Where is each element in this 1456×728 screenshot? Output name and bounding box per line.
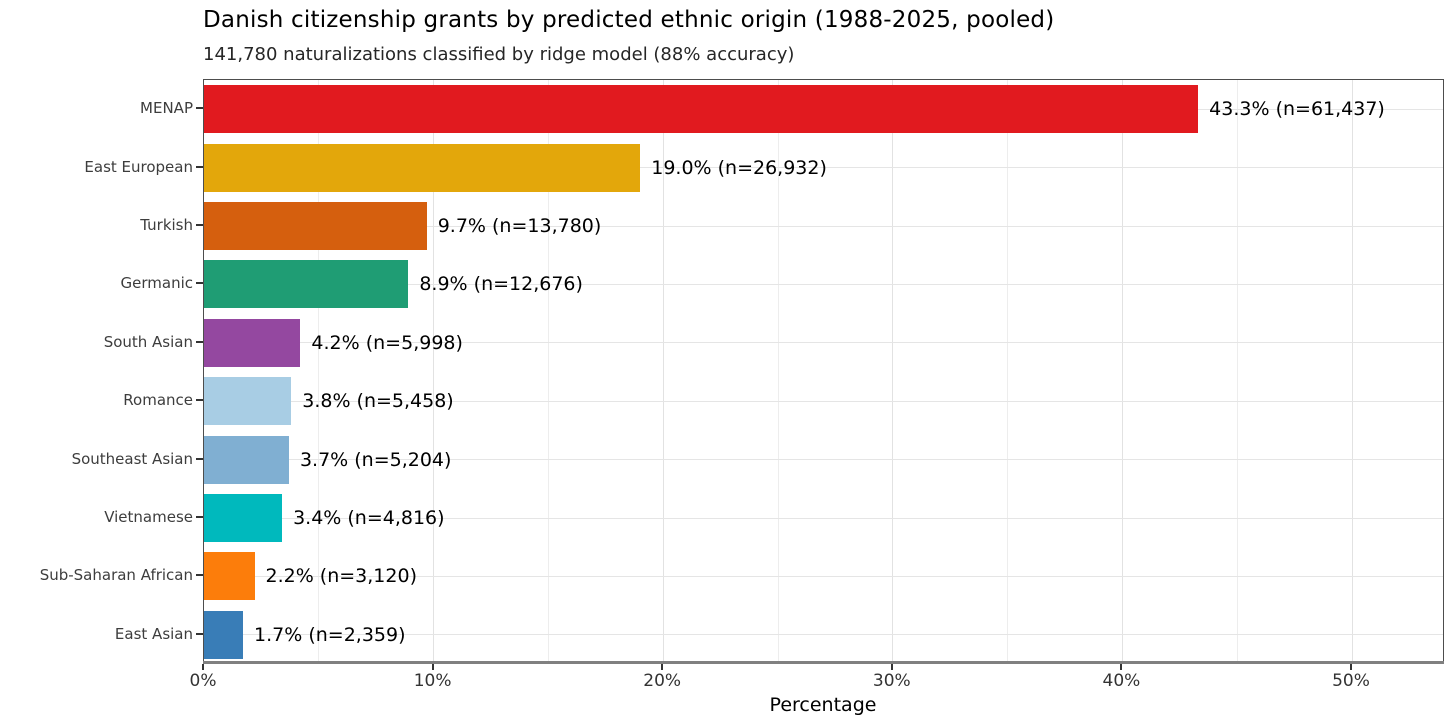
- bar-value-label: 3.8% (n=5,458): [302, 390, 454, 413]
- gridline-minor: [1007, 80, 1009, 662]
- bar-value-label: 3.7% (n=5,204): [299, 448, 452, 471]
- gridline-horizontal: [204, 634, 1443, 636]
- gridline-horizontal: [204, 400, 1443, 402]
- bar-value-label: 9.7% (n=13,780): [437, 215, 602, 237]
- y-tick-mark: [196, 399, 203, 402]
- x-tick-label: 50%: [1332, 671, 1370, 691]
- bar: [204, 610, 244, 659]
- y-axis-category-label: South Asian: [103, 332, 193, 351]
- x-axis-title: Percentage: [769, 694, 877, 716]
- gridline-major: [892, 80, 894, 662]
- y-tick-mark: [196, 165, 203, 168]
- gridline-major: [1351, 80, 1353, 662]
- bar-value-label: 8.9% (n=12,676): [419, 273, 583, 296]
- gridline-minor: [318, 80, 320, 662]
- chart-title: Danish citizenship grants by predicted e…: [203, 7, 1055, 33]
- x-tick-mark: [202, 664, 204, 670]
- gridline-minor: [1236, 80, 1238, 662]
- y-tick-mark: [196, 107, 203, 110]
- y-axis-category-label: East Asian: [114, 624, 193, 643]
- gridline-horizontal: [204, 167, 1443, 169]
- bar: [204, 260, 409, 309]
- bar-value-label: 3.4% (n=4,816): [293, 507, 445, 529]
- gridline-horizontal: [204, 575, 1443, 577]
- x-tick-mark: [431, 664, 434, 670]
- bar: [204, 552, 255, 601]
- y-tick-mark: [196, 457, 203, 460]
- x-tick-label: 20%: [643, 671, 682, 691]
- gridline-horizontal: [204, 342, 1443, 344]
- x-tick-label: 0%: [189, 671, 217, 691]
- gridline-major: [662, 80, 664, 662]
- bar-value-label: 1.7% (n=2,359): [254, 623, 406, 646]
- y-tick-mark: [196, 574, 203, 577]
- x-tick-mark: [890, 664, 893, 670]
- y-axis-category-label: Vietnamese: [104, 508, 193, 526]
- bar-value-label: 2.2% (n=3,120): [265, 565, 418, 588]
- y-axis-category-label: Romance: [123, 391, 193, 410]
- gridline-horizontal: [204, 225, 1443, 227]
- x-tick-mark: [661, 664, 664, 670]
- bar: [204, 377, 292, 426]
- x-tick-label: 40%: [1102, 671, 1141, 691]
- y-axis-category-label: Sub-Saharan African: [39, 566, 193, 585]
- bar: [204, 202, 427, 250]
- gridline-minor: [777, 80, 779, 662]
- y-tick-mark: [196, 224, 203, 226]
- gridline-horizontal: [204, 459, 1443, 461]
- y-tick-mark: [196, 340, 203, 343]
- chart-subtitle: 141,780 naturalizations classified by ri…: [203, 44, 795, 65]
- y-axis-category-label: Turkish: [140, 216, 193, 234]
- gridline-major: [433, 80, 435, 662]
- x-tick-label: 30%: [872, 671, 911, 691]
- y-axis-category-label: Southeast Asian: [71, 449, 193, 468]
- bar: [204, 85, 1199, 134]
- bar: [204, 435, 289, 484]
- y-axis-category-label: East European: [84, 157, 193, 176]
- bar: [204, 143, 641, 192]
- y-axis-category-label: Germanic: [120, 274, 193, 293]
- y-tick-mark: [196, 632, 203, 635]
- x-tick-mark: [1120, 664, 1123, 670]
- gridline-horizontal: [204, 283, 1443, 285]
- plot-panel: 43.3% (n=61,437) 19.0% (n=26,932) 9.7% (n=…: [203, 79, 1444, 663]
- bar-value-label: 4.2% (n=5,998): [311, 331, 463, 354]
- bar-value-label: 19.0% (n=26,932): [651, 156, 827, 179]
- y-axis-category-label: MENAP: [140, 99, 193, 118]
- x-tick-mark: [1350, 664, 1352, 670]
- y-tick-mark: [196, 282, 203, 285]
- x-axis-line: [203, 661, 1444, 664]
- gridline-horizontal: [204, 517, 1443, 519]
- bar-value-label: 43.3% (n=61,437): [1209, 98, 1385, 121]
- bar: [204, 318, 301, 367]
- gridline-minor: [547, 80, 549, 662]
- bar: [204, 494, 283, 542]
- y-tick-mark: [196, 516, 203, 518]
- x-tick-label: 10%: [413, 671, 452, 691]
- gridline-major: [1121, 80, 1123, 662]
